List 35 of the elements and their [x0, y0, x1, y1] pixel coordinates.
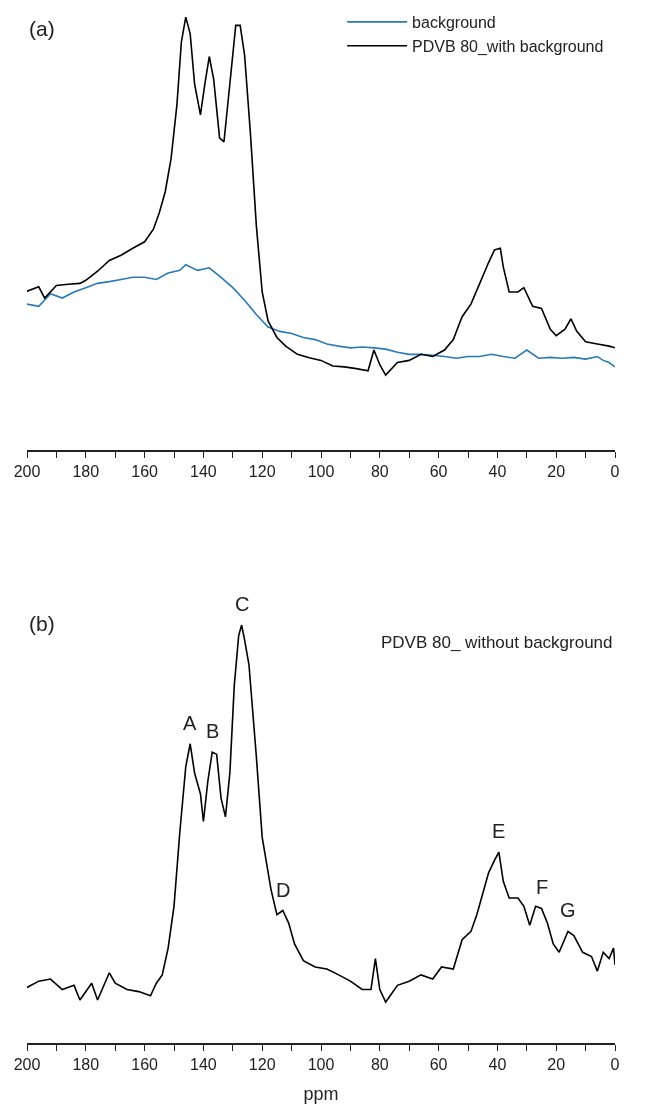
x-tick-label: 20 [547, 1055, 566, 1073]
x-tick-label: 160 [131, 1055, 159, 1073]
annotation: A [183, 712, 197, 734]
x-tick-label: 120 [248, 462, 276, 480]
annotation: E [492, 820, 506, 842]
annotation: (b) [29, 612, 55, 635]
legend-label: background [412, 14, 496, 32]
annotation: B [206, 720, 220, 742]
annotation: F [536, 876, 549, 898]
x-tick-label: 0 [610, 462, 620, 480]
x-tick-label: 100 [307, 462, 335, 480]
x-tick-label: 200 [13, 1055, 41, 1073]
x-tick-label: 80 [370, 462, 389, 480]
x-tick-label: 80 [370, 1055, 389, 1073]
annotation: C [235, 593, 250, 615]
x-tick-label: 60 [429, 1055, 448, 1073]
annotation: G [560, 899, 576, 921]
annotation: PDVB 80_ without background [381, 633, 613, 652]
x-tick-label: 140 [190, 462, 217, 480]
x-tick-label: 40 [488, 462, 507, 480]
x-tick-label: 0 [610, 1055, 620, 1073]
legend-label: PDVB 80_with background [412, 37, 604, 56]
x-tick-label: 100 [307, 1055, 335, 1073]
x-tick-label: 160 [131, 462, 159, 480]
x-tick-label: 140 [190, 1055, 217, 1073]
x-tick-label: 20 [547, 462, 566, 480]
x-tick-label: 60 [429, 462, 448, 480]
x-tick-label: 200 [13, 462, 41, 480]
annotation: D [276, 879, 291, 901]
x-tick-label: 120 [248, 1055, 276, 1073]
x-tick-label: 180 [72, 1055, 100, 1073]
x-tick-label: 40 [488, 1055, 507, 1073]
x-axis-title: ppm [303, 1083, 339, 1104]
x-tick-label: 180 [72, 462, 100, 480]
annotation: (a) [29, 17, 55, 40]
